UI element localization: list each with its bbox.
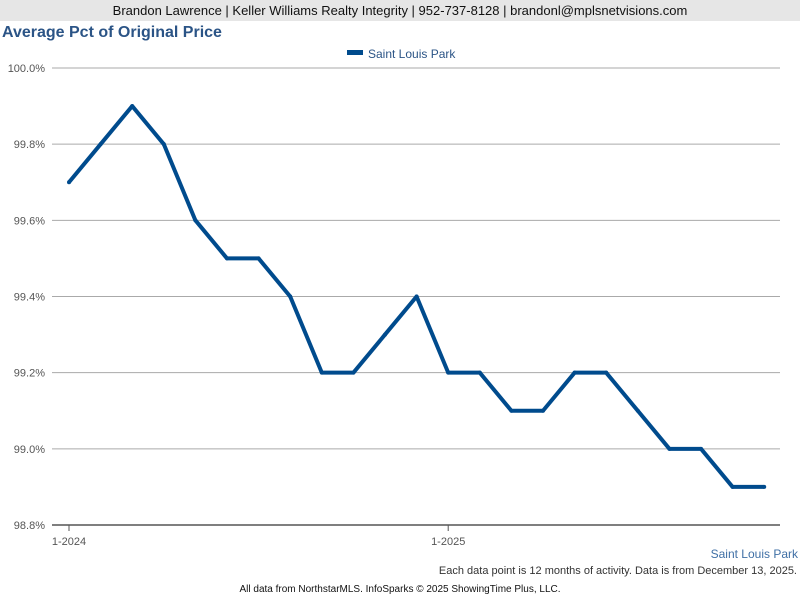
y-tick-label: 99.2%	[14, 368, 45, 380]
data-point[interactable]	[509, 408, 514, 413]
y-tick-label: 99.8%	[14, 139, 45, 151]
data-point[interactable]	[193, 218, 198, 223]
data-point[interactable]	[572, 370, 577, 375]
data-point[interactable]	[98, 142, 103, 147]
data-point[interactable]	[699, 446, 703, 451]
data-point[interactable]	[383, 332, 387, 337]
x-tick-label: 1-2025	[431, 536, 465, 548]
y-tick-label: 99.6%	[14, 215, 45, 227]
data-point[interactable]	[604, 370, 609, 375]
data-point[interactable]	[225, 256, 229, 261]
data-point[interactable]	[319, 370, 324, 375]
y-tick-label: 100.0%	[8, 63, 46, 75]
data-point[interactable]	[130, 104, 135, 109]
data-point[interactable]	[256, 256, 261, 261]
data-point[interactable]	[288, 294, 293, 299]
data-point[interactable]	[161, 142, 166, 147]
legend-label: Saint Louis Park	[368, 47, 456, 61]
data-point[interactable]	[414, 294, 419, 299]
data-point[interactable]	[730, 484, 735, 489]
data-point[interactable]	[446, 370, 451, 375]
source-label: Saint Louis Park	[710, 547, 798, 561]
data-point[interactable]	[762, 484, 767, 489]
contact-header: Brandon Lawrence | Keller Williams Realt…	[0, 0, 800, 21]
y-tick-label: 99.0%	[14, 444, 45, 456]
x-tick-label: 1-2024	[52, 536, 86, 548]
data-note: Each data point is 12 months of activity…	[438, 565, 797, 577]
data-point[interactable]	[667, 446, 672, 451]
legend-swatch	[347, 50, 363, 55]
data-point[interactable]	[541, 408, 545, 413]
data-point[interactable]	[635, 408, 640, 413]
data-point[interactable]	[477, 370, 482, 375]
credits: All data from NorthstarMLS. InfoSparks ©…	[239, 584, 561, 595]
y-tick-label: 98.8%	[14, 520, 45, 532]
data-point[interactable]	[351, 370, 356, 375]
data-point[interactable]	[67, 180, 71, 185]
y-tick-label: 99.4%	[14, 292, 45, 304]
legend[interactable]: Saint Louis Park	[347, 47, 456, 61]
chart-title: Average Pct of Original Price	[2, 24, 222, 41]
